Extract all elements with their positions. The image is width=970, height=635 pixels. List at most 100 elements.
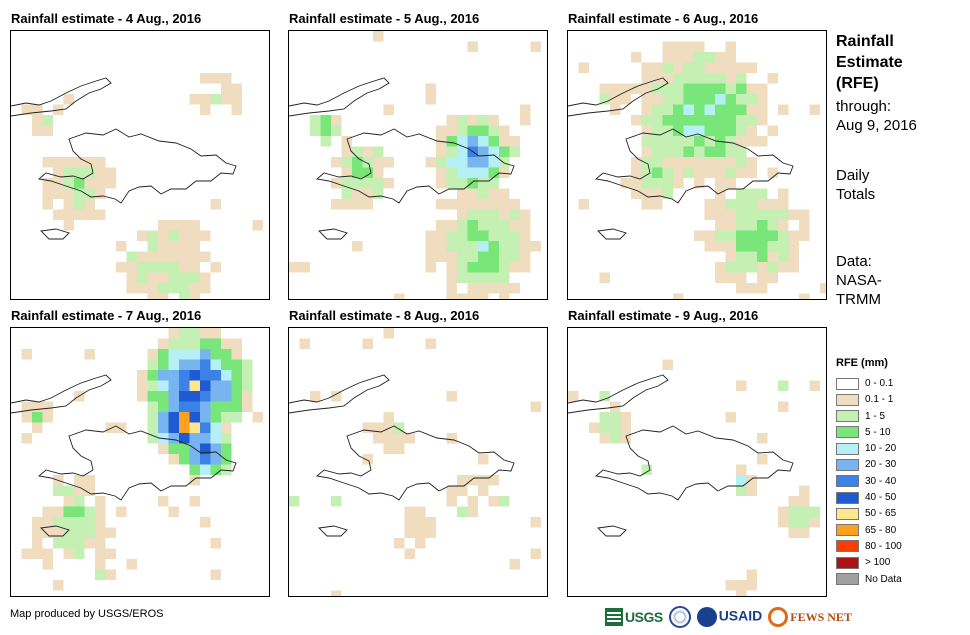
rain-cells [21, 73, 263, 299]
rain-cell [362, 167, 373, 178]
rain-cell [509, 209, 520, 220]
legend-item: > 100 [836, 555, 902, 570]
rain-cell [147, 401, 158, 412]
rain-cell [662, 136, 673, 147]
rain-cell [589, 422, 600, 433]
rain-cell [42, 125, 53, 136]
rain-cell [746, 262, 757, 273]
rain-cell [383, 443, 394, 454]
rain-cell [746, 251, 757, 262]
rain-cell [446, 293, 457, 299]
rain-cell [509, 559, 520, 570]
rain-cell [200, 412, 211, 423]
rain-cell [767, 220, 778, 231]
rain-cell [242, 370, 253, 381]
map-title-line: (RFE) [836, 75, 879, 92]
rain-cell [210, 443, 221, 454]
rain-cell [168, 338, 179, 349]
rain-cell [499, 125, 510, 136]
rainfall-grid-5aug [289, 31, 541, 299]
rain-cell [736, 485, 747, 496]
rain-cell [799, 485, 810, 496]
rain-cell [446, 136, 457, 147]
rain-cell [704, 115, 715, 126]
rain-cell [189, 338, 200, 349]
rain-cell [63, 188, 74, 199]
rain-cell [746, 167, 757, 178]
rain-cell [383, 412, 394, 423]
rain-cell [331, 496, 342, 507]
rain-cell [767, 230, 778, 241]
cuba-outline [568, 374, 669, 414]
rain-cell [352, 178, 363, 189]
legend-swatch [836, 426, 859, 439]
rain-cell [179, 454, 190, 465]
legend-label: 10 - 20 [865, 443, 897, 455]
rain-cell [179, 272, 190, 283]
rain-cell [32, 517, 43, 528]
rain-cell [778, 188, 789, 199]
rain-cell [499, 136, 510, 147]
legend-label: 30 - 40 [865, 475, 897, 487]
rain-cell [457, 220, 468, 231]
rainfall-map-7aug [10, 327, 270, 597]
map-title: Rainfall Estimate (RFE) [836, 31, 956, 94]
rain-cell [725, 115, 736, 126]
rain-cell [446, 220, 457, 231]
rain-cell [210, 349, 221, 360]
usaid-seal-icon [696, 607, 717, 627]
rain-cell [662, 157, 673, 168]
data-source: Data: NASA- TRMM [836, 252, 956, 309]
rain-cell [746, 580, 757, 591]
legend-swatch [836, 540, 859, 553]
rain-cell [736, 62, 747, 73]
rain-cell [799, 293, 810, 299]
rain-cell [436, 157, 447, 168]
legend-swatch [836, 393, 859, 406]
rain-cell [341, 188, 352, 199]
rain-cell [778, 230, 789, 241]
panel-title-9aug: Rainfall estimate - 9 Aug., 2016 [568, 308, 759, 323]
rain-cell [736, 230, 747, 241]
rain-cell [425, 157, 436, 168]
rain-cell [147, 272, 158, 283]
rain-cell [509, 251, 520, 262]
rain-cell [488, 178, 499, 189]
rain-cell [778, 209, 789, 220]
legend-label: 1 - 5 [865, 410, 886, 422]
rain-cell [200, 517, 211, 528]
rain-cell [63, 506, 74, 517]
rain-cell [137, 230, 148, 241]
rain-cell [74, 527, 85, 538]
rain-cell [509, 136, 520, 147]
rain-cell [362, 199, 373, 210]
rain-cell [446, 146, 457, 157]
rain-cell [746, 94, 757, 105]
rain-cell [757, 241, 768, 252]
rain-cell [168, 401, 179, 412]
legend-label: 80 - 100 [865, 540, 902, 552]
rain-cell [147, 433, 158, 444]
rain-cell [158, 422, 169, 433]
rain-cell [137, 251, 148, 262]
rain-cell [457, 146, 468, 157]
rain-cell [189, 391, 200, 402]
legend-label: 20 - 30 [865, 459, 897, 471]
rain-cell [404, 517, 415, 528]
rain-cell [610, 422, 621, 433]
rain-cell [168, 251, 179, 262]
rain-cell [662, 83, 673, 94]
panel-title-5aug: Rainfall estimate - 5 Aug., 2016 [289, 11, 480, 26]
rain-cell [168, 443, 179, 454]
rain-cell [467, 167, 478, 178]
rain-cell [373, 167, 384, 178]
cuba-outline [289, 77, 390, 117]
rain-cell [168, 262, 179, 273]
rain-cell [704, 62, 715, 73]
rain-cell [74, 485, 85, 496]
rain-cell [200, 94, 211, 105]
rain-cell [53, 538, 64, 549]
rain-cell [231, 94, 242, 105]
legend-label: 40 - 50 [865, 492, 897, 504]
rain-cell [736, 94, 747, 105]
